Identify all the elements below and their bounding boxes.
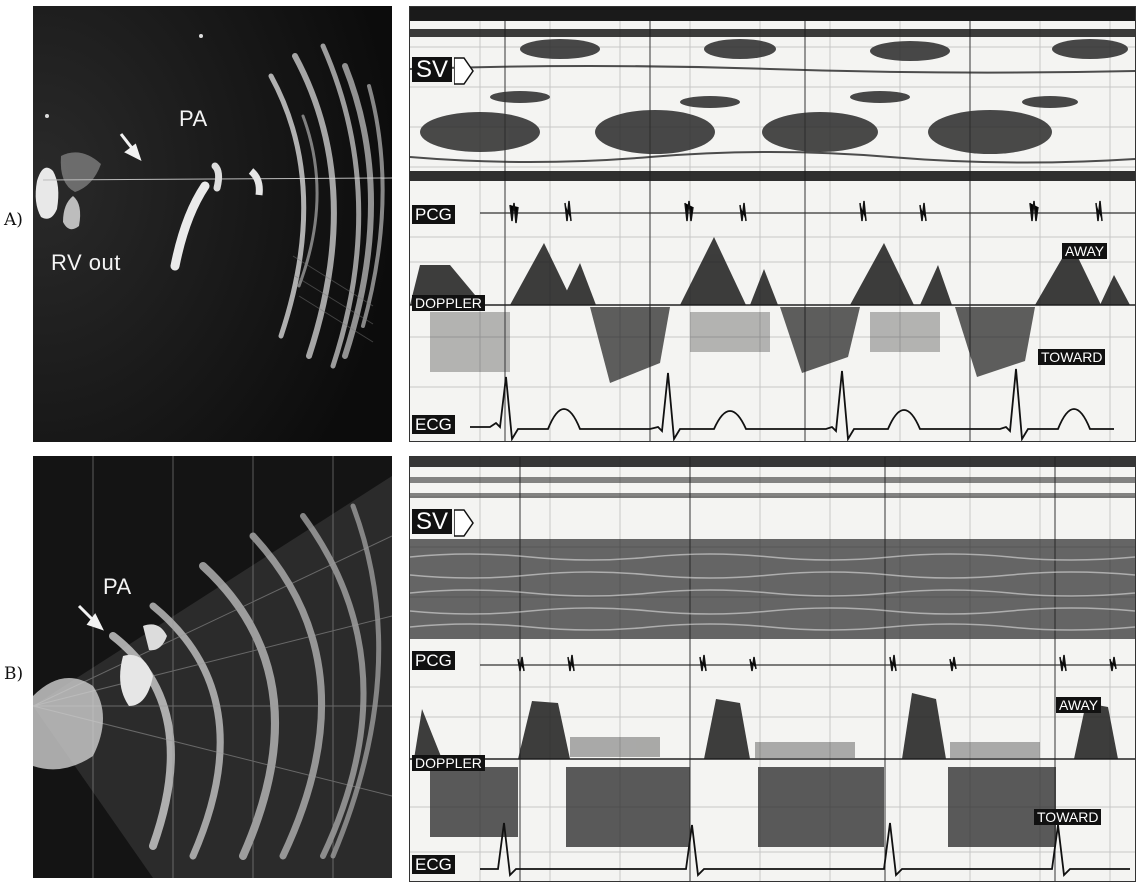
- echo-label-rv-out: RV out: [51, 250, 121, 275]
- tag-away-b: AWAY: [1056, 697, 1102, 713]
- tag-ecg-b: ECG: [412, 855, 455, 874]
- tag-sv-b: SV: [412, 509, 453, 534]
- panel-letter-a: A): [4, 210, 23, 230]
- tag-sv: SV: [412, 57, 453, 82]
- echo-label-pa: PA: [179, 106, 208, 131]
- sv-marker-icon: [454, 57, 474, 85]
- tag-pcg: PCG: [412, 205, 455, 224]
- echo-sector-a: [33, 6, 392, 442]
- echo-image-a: PA RV out: [33, 6, 392, 442]
- pointer-arrow-icon: [119, 133, 142, 161]
- trace-graphics-a: [410, 7, 1135, 441]
- tag-ecg: ECG: [412, 415, 455, 434]
- echo-sector-b: [33, 456, 392, 878]
- tag-toward-b: TOWARD: [1034, 809, 1102, 825]
- tag-doppler: DOPPLER: [412, 295, 485, 311]
- panel-letter-b: B): [4, 664, 24, 684]
- echo-image-b: PA: [33, 456, 392, 878]
- trace-graphics-b: [410, 457, 1135, 881]
- tag-away: AWAY: [1062, 243, 1108, 259]
- pointer-arrow-icon-b: [77, 604, 104, 631]
- tag-toward: TOWARD: [1038, 349, 1106, 365]
- doppler-trace-a: SV PCG AWAY DOPPLER TOWARD ECG: [409, 6, 1136, 442]
- tag-pcg-b: PCG: [412, 651, 455, 670]
- tag-doppler-b: DOPPLER: [412, 755, 485, 771]
- sv-marker-icon-b: [454, 509, 474, 537]
- doppler-trace-b: SV PCG AWAY DOPPLER TOWARD ECG: [409, 456, 1136, 882]
- echo-label-pa-b: PA: [103, 574, 132, 599]
